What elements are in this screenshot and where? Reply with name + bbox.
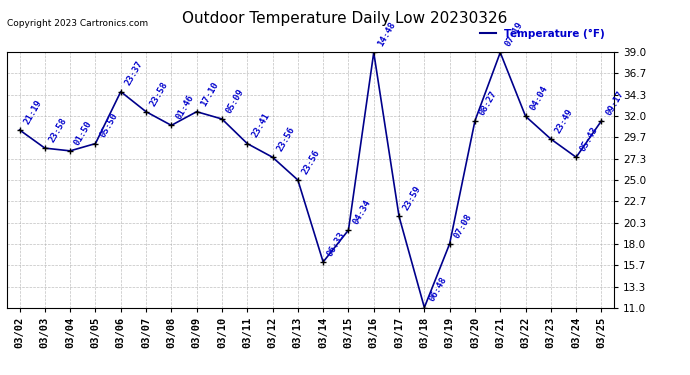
Text: 07:08: 07:08: [453, 212, 473, 240]
Text: 23:58: 23:58: [48, 116, 69, 144]
Text: 05:09: 05:09: [225, 87, 246, 115]
Text: 09:17: 09:17: [604, 89, 625, 117]
Text: Outdoor Temperature Daily Low 20230326: Outdoor Temperature Daily Low 20230326: [182, 11, 508, 26]
Text: 08:27: 08:27: [477, 89, 499, 117]
Text: 04:04: 04:04: [529, 84, 549, 112]
Text: 01:50: 01:50: [73, 119, 94, 147]
Text: 06:48: 06:48: [427, 276, 449, 303]
Text: 23:58: 23:58: [149, 80, 170, 108]
Text: Copyright 2023 Cartronics.com: Copyright 2023 Cartronics.com: [7, 20, 148, 28]
Text: 07:19: 07:19: [503, 21, 524, 48]
Text: 23:56: 23:56: [301, 148, 322, 176]
Text: 23:49: 23:49: [553, 107, 575, 135]
Text: 23:37: 23:37: [124, 60, 145, 87]
Text: 21:19: 21:19: [22, 98, 43, 126]
Text: 06:33: 06:33: [326, 230, 347, 258]
Text: 23:41: 23:41: [250, 112, 271, 140]
Text: 17:10: 17:10: [199, 80, 221, 108]
Text: 23:59: 23:59: [402, 184, 423, 212]
Text: 04:34: 04:34: [351, 198, 373, 226]
Text: 05:43: 05:43: [579, 125, 600, 153]
Text: 14:48: 14:48: [377, 21, 397, 48]
Text: 05:50: 05:50: [98, 112, 119, 140]
Legend: Temperature (°F): Temperature (°F): [476, 24, 609, 43]
Text: 01:46: 01:46: [174, 93, 195, 121]
Text: 23:56: 23:56: [275, 125, 297, 153]
